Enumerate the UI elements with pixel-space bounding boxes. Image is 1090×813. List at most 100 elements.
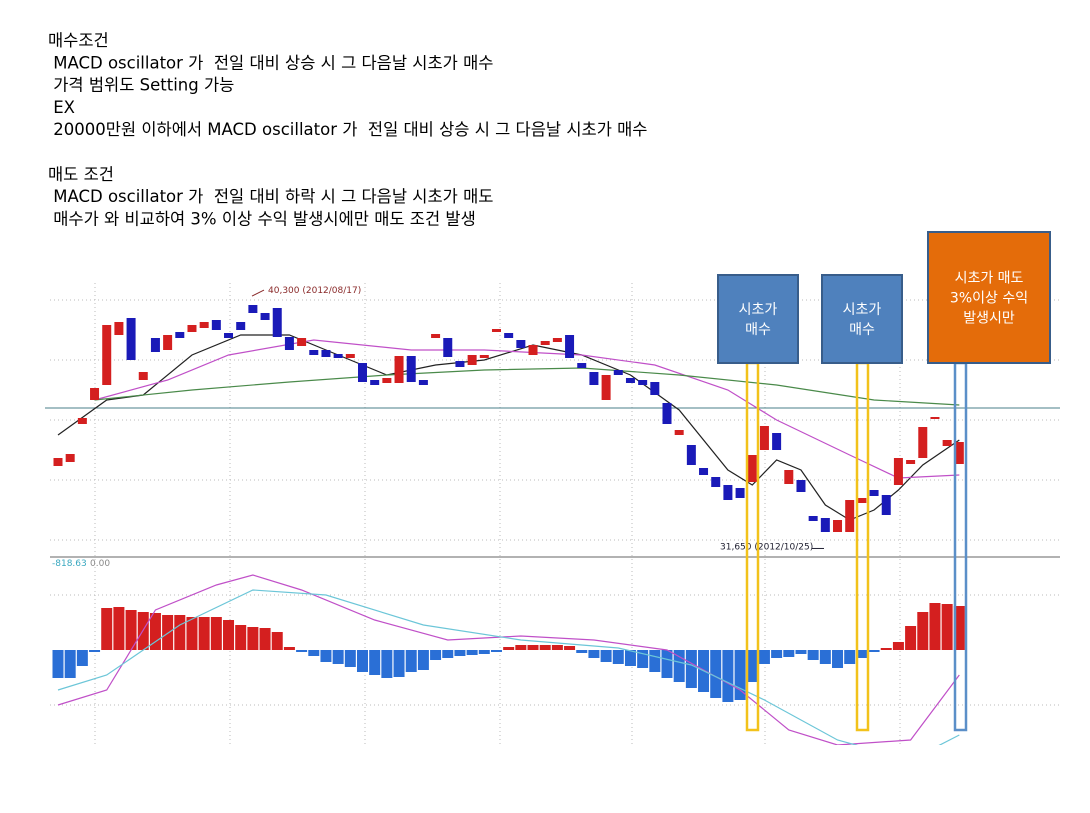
candle-body xyxy=(126,318,136,360)
macd-bar xyxy=(52,650,64,678)
macd-bar xyxy=(247,627,259,650)
macd-bar xyxy=(515,645,527,650)
macd-bar xyxy=(174,615,186,650)
macd-bar xyxy=(673,650,685,682)
candle-body xyxy=(711,477,721,487)
macd-bar xyxy=(503,647,515,650)
candle-body xyxy=(114,322,124,335)
macd-bar xyxy=(624,650,636,666)
candle-body xyxy=(211,320,221,330)
candle-body xyxy=(942,440,952,446)
low-label: 31,650 (2012/10/25) xyxy=(720,542,813,552)
candle-body xyxy=(601,375,611,400)
text-line: MACD oscillator 가 전일 대비 상승 시 그 다음날 시초가 매… xyxy=(48,53,493,72)
candle-body xyxy=(686,445,696,465)
macd-bar xyxy=(868,650,880,652)
candle-body xyxy=(589,372,599,385)
macd-bar xyxy=(357,650,368,672)
macd-bar xyxy=(892,642,904,650)
macd-bar xyxy=(539,645,551,650)
candle-body xyxy=(224,333,234,338)
callout-box xyxy=(717,274,799,364)
callout-text: 시초가 매도 xyxy=(955,271,1024,287)
macd-bar xyxy=(588,650,600,658)
candle-body xyxy=(565,335,575,358)
candle-body xyxy=(747,455,757,482)
macd-bar xyxy=(880,648,892,650)
candle-body xyxy=(638,380,648,385)
macd-bar xyxy=(649,650,661,672)
macd-bar xyxy=(941,604,953,650)
macd-bar xyxy=(905,626,917,650)
text-line: EX xyxy=(48,98,75,117)
candle-body xyxy=(77,418,87,424)
candle-body xyxy=(918,427,928,458)
macd-bar xyxy=(113,607,125,650)
macd-bar xyxy=(564,646,576,650)
candle-body xyxy=(358,363,367,382)
macd-bar xyxy=(417,650,429,670)
macd-bar xyxy=(235,625,247,650)
macd-bar xyxy=(223,620,235,650)
macd-bar xyxy=(929,603,941,650)
candle-body xyxy=(248,305,258,313)
macd-bar xyxy=(551,645,563,650)
candle-body xyxy=(187,325,197,332)
macd-bar xyxy=(271,632,283,650)
candle-body xyxy=(150,338,160,352)
high-label: 40,300 (2012/08/17) xyxy=(268,286,361,296)
line-series xyxy=(57,574,960,745)
candle-body xyxy=(333,354,343,358)
macd-bar xyxy=(64,650,76,678)
candle-body xyxy=(613,370,623,375)
candle-body xyxy=(455,361,465,367)
candle-body xyxy=(406,356,416,382)
candle-body xyxy=(297,338,307,346)
candle-body xyxy=(759,426,769,450)
macd-bar xyxy=(856,650,868,658)
macd-bar xyxy=(527,645,539,650)
macd-bar xyxy=(405,650,417,672)
candle-body xyxy=(869,490,879,496)
stock-chart: 40,300 (2012/08/17) 31,650 (2012/10/25) -8… xyxy=(45,283,1060,745)
macd-bar xyxy=(600,650,612,662)
macd-bar xyxy=(953,606,965,650)
candle-body xyxy=(504,333,514,338)
macd-bar xyxy=(125,610,137,650)
candle-body xyxy=(881,495,891,515)
candle-body xyxy=(418,380,428,385)
candle-body xyxy=(443,338,453,357)
macd-bar xyxy=(320,650,332,662)
text-line: 매수가 와 비교하여 3% 이상 수익 발생시에만 매도 조건 발생 xyxy=(48,209,476,228)
callout-text: 매수 xyxy=(745,322,771,338)
candle-body xyxy=(833,520,843,532)
candle-body xyxy=(90,388,100,400)
candle-body xyxy=(808,516,818,521)
candle-body xyxy=(382,378,392,383)
macd-bar xyxy=(771,650,783,658)
candle-body xyxy=(625,378,635,383)
macd-label: -818.63 xyxy=(52,559,87,569)
candle-body xyxy=(467,355,477,365)
macd-bar xyxy=(308,650,320,656)
macd-bar xyxy=(478,650,490,654)
macd-bar xyxy=(454,650,466,656)
callout-text: 시초가 xyxy=(843,302,882,318)
line-series xyxy=(57,589,960,745)
candle-body xyxy=(345,354,355,358)
macd-bar xyxy=(637,650,649,668)
macd-bar xyxy=(490,650,502,652)
candle-body xyxy=(906,460,916,464)
callout-text: 시초가 xyxy=(739,302,778,318)
candle-body xyxy=(53,458,63,466)
candle-body xyxy=(479,355,489,358)
macd-bar xyxy=(430,650,442,660)
macd-bar xyxy=(381,650,393,678)
candle-body xyxy=(772,433,782,450)
macd-bar xyxy=(722,650,734,702)
candle-body xyxy=(930,417,940,419)
candle-body xyxy=(370,380,380,385)
candle-body xyxy=(65,454,75,462)
